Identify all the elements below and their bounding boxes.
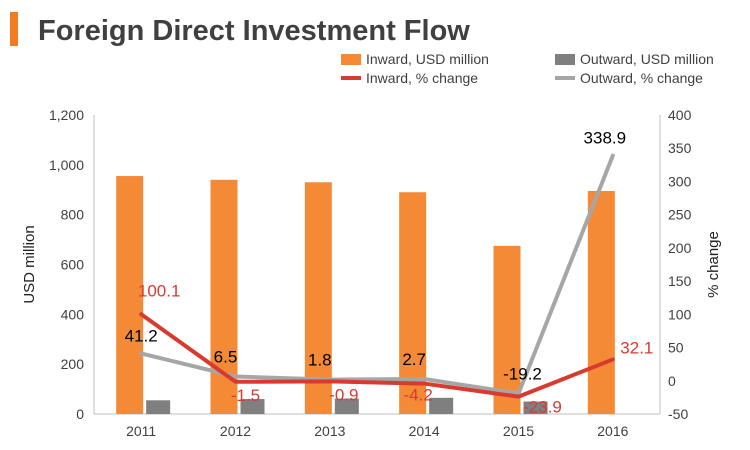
y-axis-left-title: USD million bbox=[21, 225, 38, 303]
data-label-outward-pct: 1.8 bbox=[308, 351, 332, 370]
y-left-tick-label: 400 bbox=[61, 306, 85, 322]
title-accent-bar bbox=[10, 12, 18, 46]
bar-inward bbox=[304, 182, 332, 414]
y-left-tick-label: 0 bbox=[76, 406, 84, 422]
legend-label-outward-line: Outward, % change bbox=[580, 70, 703, 86]
chart-title: Foreign Direct Investment Flow bbox=[38, 15, 470, 47]
bar-outward bbox=[334, 398, 359, 414]
legend-label-inward-bar: Inward, USD million bbox=[366, 51, 489, 67]
data-label-inward-pct: -4.2 bbox=[404, 386, 433, 405]
bar-inward bbox=[116, 176, 144, 414]
data-label-outward-pct: -19.2 bbox=[503, 365, 542, 384]
y-right-tick-label: 350 bbox=[668, 140, 692, 156]
y-right-tick-label: 400 bbox=[668, 107, 692, 123]
line-inward-pct-change bbox=[139, 312, 615, 399]
y-right-tick-label: 50 bbox=[668, 340, 684, 356]
bar-inward bbox=[587, 190, 615, 414]
legend-swatch-inward-bar bbox=[341, 54, 361, 65]
data-label-outward-pct: 338.9 bbox=[584, 129, 627, 148]
x-tick-label: 2015 bbox=[503, 423, 534, 439]
y-right-tick-label: 300 bbox=[668, 173, 692, 189]
data-label-inward-pct: -1.5 bbox=[231, 386, 260, 405]
y-left-tick-label: 600 bbox=[61, 257, 85, 273]
y-left-tick-label: 1,000 bbox=[49, 157, 84, 173]
bar-outward bbox=[523, 401, 548, 414]
data-label-layer: 41.2 6.5 1.8 2.7 -19.2 338.9 100.1 -1.5 -0.9 -4.2… bbox=[125, 129, 654, 417]
y-right-tick-label: 100 bbox=[668, 306, 692, 322]
bar-layer bbox=[116, 176, 615, 414]
x-tick-label: 2016 bbox=[597, 423, 628, 439]
y-right-tick-label: 150 bbox=[668, 273, 692, 289]
bar-outward bbox=[240, 399, 265, 414]
data-label-inward-pct: -0.9 bbox=[329, 385, 358, 404]
legend-label-outward-bar: Outward, USD million bbox=[580, 51, 714, 67]
data-label-inward-pct: -23.9 bbox=[523, 398, 562, 417]
legend-label-inward-line: Inward, % change bbox=[366, 70, 478, 86]
data-label-outward-pct: 41.2 bbox=[125, 326, 158, 345]
bar-inward bbox=[493, 245, 521, 414]
data-label-inward-pct: 100.1 bbox=[138, 281, 181, 300]
x-tick-label: 2012 bbox=[220, 423, 251, 439]
data-label-outward-pct: 6.5 bbox=[214, 347, 238, 366]
y-right-tick-label: 250 bbox=[668, 207, 692, 223]
y-left-tick-label: 800 bbox=[61, 207, 85, 223]
legend-swatch-outward-bar bbox=[555, 54, 575, 65]
plot-frame bbox=[93, 115, 661, 415]
line-layer bbox=[139, 153, 615, 399]
x-tick-label: 2011 bbox=[126, 423, 156, 439]
y-right-tick-label: 200 bbox=[668, 240, 692, 256]
x-tick-label: 2014 bbox=[409, 423, 440, 439]
y-axis-right-title: % change bbox=[705, 231, 722, 298]
tick-layer: 0 200 400 600 800 1,000 1,200 -50 0 50 100 150 200 25… bbox=[49, 107, 692, 439]
y-right-tick-label: -50 bbox=[668, 406, 688, 422]
y-left-tick-label: 1,200 bbox=[49, 107, 84, 123]
data-label-outward-pct: 2.7 bbox=[402, 350, 426, 369]
bar-outward bbox=[146, 400, 171, 414]
x-tick-label: 2013 bbox=[314, 423, 345, 439]
y-right-tick-label: 0 bbox=[668, 373, 676, 389]
data-label-inward-pct: 32.1 bbox=[620, 338, 653, 357]
bar-outward bbox=[429, 397, 454, 414]
y-left-tick-label: 200 bbox=[61, 356, 85, 372]
legend: Inward, USD million Outward, USD million I… bbox=[341, 51, 714, 86]
